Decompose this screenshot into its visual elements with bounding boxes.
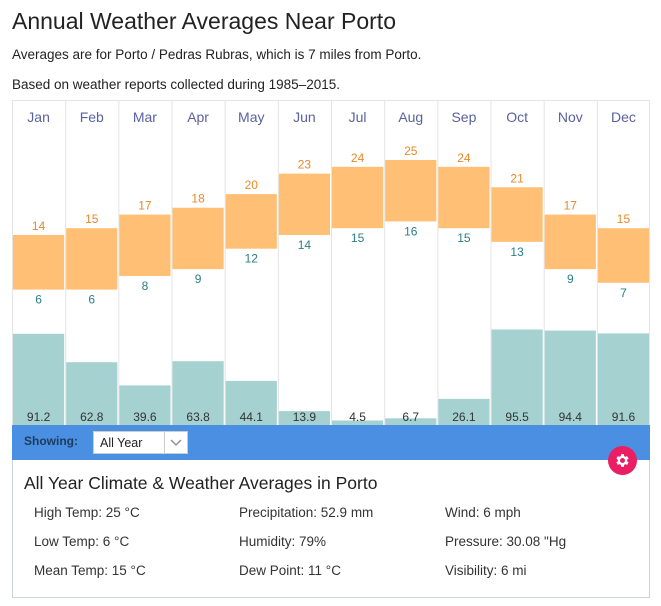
precip-bar-mar <box>119 385 171 425</box>
stat-visibility: Visibility: 6 mi <box>445 563 527 578</box>
temp-range-bar-feb <box>66 228 118 290</box>
chevron-down-icon[interactable] <box>164 432 187 453</box>
precip-label-mar: 39.6 <box>133 410 157 424</box>
precip-bar-dec <box>597 333 650 425</box>
month-label-feb: Feb <box>80 109 104 125</box>
precip-label-dec: 91.6 <box>612 410 636 424</box>
precip-bar-may <box>225 380 277 425</box>
page-title: Annual Weather Averages Near Porto <box>12 8 396 34</box>
low-temp-label-apr: 9 <box>195 272 202 286</box>
month-label-aug: Aug <box>398 109 423 125</box>
precip-label-nov: 94.4 <box>559 410 583 424</box>
stat-precipitation: Precipitation: 52.9 mm <box>239 505 374 520</box>
high-temp-label-nov: 17 <box>564 199 578 213</box>
high-temp-label-jul: 24 <box>351 151 365 165</box>
station-note: Averages are for Porto / Pedras Rubras, … <box>12 47 422 62</box>
precip-label-sep: 26.1 <box>452 410 476 424</box>
low-temp-label-jul: 15 <box>351 231 365 245</box>
period-select-value: All Year <box>100 436 143 450</box>
high-temp-label-aug: 25 <box>404 144 418 158</box>
temp-range-bar-oct <box>491 187 543 242</box>
precip-bar-jul <box>332 420 384 425</box>
stat-high-temp: High Temp: 25 °C <box>34 505 140 520</box>
stat-low-temp: Low Temp: 6 °C <box>34 534 130 549</box>
precip-label-jan: 91.2 <box>27 410 51 424</box>
temp-range-bar-may <box>225 194 277 249</box>
month-label-jan: Jan <box>27 109 50 125</box>
high-temp-label-jan: 14 <box>32 219 46 233</box>
high-temp-label-apr: 18 <box>191 192 205 206</box>
precip-bar-aug <box>385 418 437 425</box>
temp-range-bar-apr <box>172 207 224 270</box>
precip-bar-nov <box>544 330 596 425</box>
low-temp-label-oct: 13 <box>510 245 524 259</box>
precip-bar-apr <box>172 361 224 425</box>
temp-range-bar-jul <box>332 166 384 229</box>
settings-button[interactable] <box>608 446 637 475</box>
low-temp-label-jun: 14 <box>298 238 312 252</box>
stat-pressure: Pressure: 30.08 "Hg <box>445 534 567 549</box>
month-label-mar: Mar <box>133 109 157 125</box>
precip-label-aug: 6.7 <box>402 410 419 424</box>
temp-range-bar-sep <box>438 166 490 229</box>
precip-label-apr: 63.8 <box>186 410 210 424</box>
high-temp-label-may: 20 <box>245 178 259 192</box>
period-select[interactable]: All Year <box>93 431 188 454</box>
precip-bar-feb <box>66 362 118 425</box>
high-temp-label-jun: 23 <box>298 158 312 172</box>
low-temp-label-jan: 6 <box>35 293 42 307</box>
temp-range-bar-jun <box>278 173 331 236</box>
summary-title: All Year Climate & Weather Averages in P… <box>24 473 378 493</box>
showing-label: Showing: <box>24 434 78 448</box>
month-label-oct: Oct <box>506 109 528 125</box>
precip-bar-jun <box>278 411 331 425</box>
gear-icon <box>616 454 629 467</box>
stat-dew-point: Dew Point: 11 °C <box>239 563 341 578</box>
low-temp-label-may: 12 <box>245 252 259 266</box>
temp-range-bar-aug <box>385 160 437 222</box>
precip-bar-sep <box>438 398 490 425</box>
temp-range-bar-nov <box>544 214 596 270</box>
temp-range-bar-mar <box>119 214 171 276</box>
month-label-dec: Dec <box>611 109 636 125</box>
controls-bar: Showing: All Year <box>12 425 650 460</box>
precip-label-oct: 95.5 <box>505 410 529 424</box>
summary-panel: All Year Climate & Weather Averages in P… <box>12 460 650 598</box>
precip-bar-jan <box>13 333 65 425</box>
month-label-jun: Jun <box>293 109 316 125</box>
precip-label-may: 44.1 <box>240 410 264 424</box>
temp-range-bar-jan <box>13 235 65 290</box>
low-temp-label-dec: 7 <box>620 286 627 300</box>
high-temp-label-mar: 17 <box>138 199 152 213</box>
month-label-jul: Jul <box>349 109 367 125</box>
month-label-may: May <box>238 109 264 125</box>
temp-range-bar-dec <box>597 228 650 283</box>
month-label-nov: Nov <box>558 109 583 125</box>
precip-label-jun: 13.9 <box>293 410 317 424</box>
precip-label-jul: 4.5 <box>349 410 366 424</box>
precip-bar-oct <box>491 329 543 425</box>
low-temp-label-sep: 15 <box>457 231 471 245</box>
low-temp-label-nov: 9 <box>567 272 574 286</box>
period-note: Based on weather reports collected durin… <box>12 77 340 92</box>
high-temp-label-oct: 21 <box>510 171 524 185</box>
weather-chart: Jan 91.2 14 6 Feb 62.8 15 6 Mar 39.6 17 8 Apr 63.8 18 9… <box>12 100 651 425</box>
month-label-sep: Sep <box>451 109 476 125</box>
month-label-apr: Apr <box>187 109 209 125</box>
stat-humidity: Humidity: 79% <box>239 534 327 549</box>
stat-mean-temp: Mean Temp: 15 °C <box>34 563 146 578</box>
high-temp-label-sep: 24 <box>457 151 471 165</box>
high-temp-label-dec: 15 <box>617 212 631 226</box>
precip-label-feb: 62.8 <box>80 410 104 424</box>
high-temp-label-feb: 15 <box>85 212 99 226</box>
low-temp-label-mar: 8 <box>142 279 149 293</box>
low-temp-label-feb: 6 <box>88 293 95 307</box>
low-temp-label-aug: 16 <box>404 224 418 238</box>
stat-wind: Wind: 6 mph <box>445 505 521 520</box>
